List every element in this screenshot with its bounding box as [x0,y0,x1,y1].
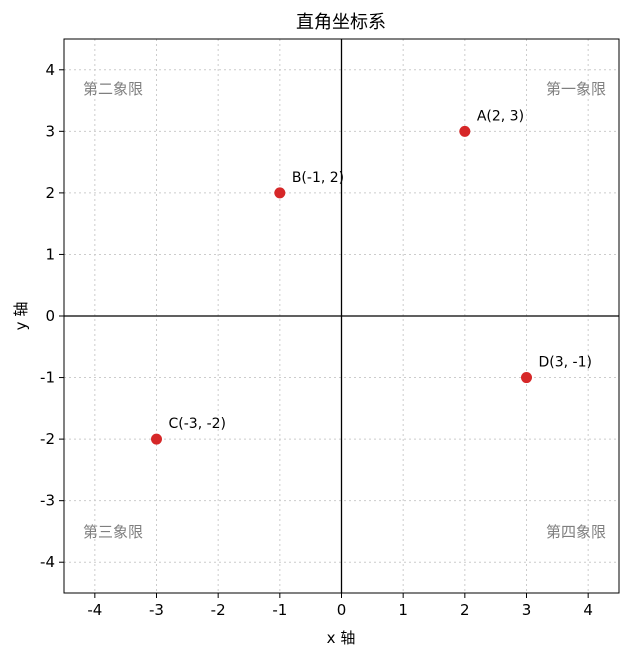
y-tick-label: -2 [40,430,55,448]
plot-frame [63,38,620,594]
x-tick-label: 4 [583,601,593,619]
y-tick-label: 1 [45,245,55,263]
x-axis-label: x 轴 [327,629,356,647]
ticks: -4 -3 -2 -1 0 1 2 3 4 -4 -3 -2 -1 0 1 2 3 4 [40,61,593,619]
data-points: A(2, 3) B(-1, 2) C(-3, -2) D(3, -1) [151,108,592,445]
y-tick-label: -4 [40,553,55,571]
quadrant-label: 第三象限 [83,523,143,541]
chart-title: 直角坐标系 [296,12,386,33]
data-point [274,187,286,199]
point-label: D(3, -1) [539,355,592,371]
x-tick-label: -1 [272,601,287,619]
y-tick-label: 3 [45,122,55,140]
y-tick-label: 0 [45,307,55,325]
x-tick-label: -3 [149,601,164,619]
data-point [521,372,532,384]
quadrant-label: 第一象限 [546,80,606,98]
x-tick-label: 3 [522,601,532,619]
quadrant-label: 第二象限 [83,80,143,98]
y-tick-label: -1 [40,369,55,387]
x-tick-label: -4 [87,601,102,619]
y-tick-label: 4 [45,61,55,79]
point-label: A(2, 3) [477,108,524,124]
point-label: C(-3, -2) [169,416,227,432]
data-point [459,125,471,137]
x-tick-label: 2 [460,601,470,619]
point-label: B(-1, 2) [292,170,344,186]
x-tick-label: -2 [211,601,226,619]
axes [64,39,619,593]
y-axis-label: y 轴 [12,302,30,331]
data-point [151,433,162,445]
x-tick-label: 0 [337,601,347,619]
y-tick-label: -3 [40,492,55,510]
y-tick-label: 2 [45,184,55,202]
x-tick-label: 1 [398,601,408,619]
quadrant-label: 第四象限 [546,523,606,541]
